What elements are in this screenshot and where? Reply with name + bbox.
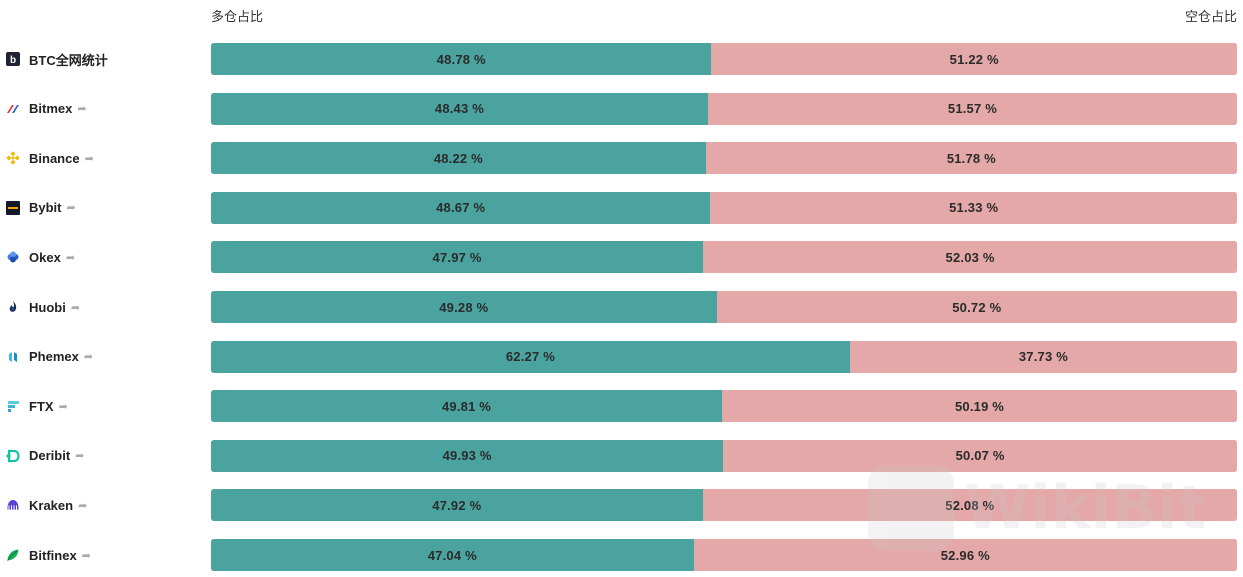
bybit-icon [6, 200, 20, 215]
share-link-icon[interactable]: ➦ [78, 498, 88, 512]
ratio-bar: 49.93 % 50.07 % [211, 439, 1237, 472]
exchange-row: FTX ➦ 49.81 % 50.19 % [0, 390, 1243, 423]
ftx-icon [6, 399, 20, 413]
ratio-bar: 47.97 % 52.03 % [211, 241, 1237, 274]
kraken-icon [6, 498, 20, 512]
short-ratio-segment: 50.72 % [716, 291, 1237, 323]
short-ratio-segment: 37.73 % [849, 340, 1237, 373]
share-link-icon[interactable]: ➦ [77, 102, 87, 116]
short-ratio-header: 空仓占比 [1184, 10, 1237, 25]
long-ratio-segment: 47.92 % [211, 489, 703, 522]
long-ratio-segment: 47.04 % [211, 539, 694, 571]
long-ratio-segment: 49.28 % [211, 291, 717, 323]
short-ratio-segment: 52.03 % [703, 241, 1237, 274]
exchange-name: Kraken [29, 497, 74, 513]
exchange-name: FTX [29, 398, 54, 414]
long-ratio-segment: 48.22 % [211, 142, 706, 175]
exchange-label[interactable]: Bitmex ➦ [6, 93, 87, 125]
exchange-label[interactable]: Bitfinex ➦ [6, 539, 91, 571]
short-ratio-segment: 51.33 % [710, 191, 1237, 224]
long-ratio-header: 多仓占比 [211, 10, 264, 25]
exchange-row: Bitfinex ➦ 47.04 % 52.96 % [0, 539, 1243, 571]
exchange-row: Phemex ➦ 62.27 % 37.73 % [0, 340, 1243, 373]
exchange-label[interactable]: Okex ➦ [6, 241, 75, 273]
short-ratio-segment: 51.22 % [711, 43, 1237, 75]
exchange-row: Okex ➦ 47.97 % 52.03 % [0, 241, 1243, 274]
bitmex-icon [6, 102, 20, 116]
long-ratio-segment: 62.27 % [211, 340, 850, 373]
share-link-icon[interactable]: ➦ [66, 201, 76, 215]
exchange-label: b BTC全网统计 [6, 43, 108, 75]
share-link-icon[interactable]: ➦ [84, 151, 94, 165]
deribit-icon [6, 449, 20, 463]
share-link-icon[interactable]: ➦ [70, 300, 81, 314]
exchange-row: Bitmex ➦ 48.43 % 51.57 % [0, 92, 1243, 125]
exchange-row: Huobi ➦ 49.28 % 50.72 % [0, 291, 1243, 323]
exchange-row: Deribit ➦ 49.93 % 50.07 % [0, 439, 1243, 472]
long-ratio-segment: 47.97 % [211, 241, 704, 274]
ratio-bar: 47.92 % 52.08 % [211, 489, 1237, 522]
ratio-bar: 49.81 % 50.19 % [211, 390, 1237, 423]
share-link-icon[interactable]: ➦ [75, 449, 85, 463]
long-ratio-segment: 48.67 % [211, 191, 711, 224]
exchange-name: Binance [29, 150, 80, 166]
huobi-icon [6, 300, 20, 314]
short-ratio-segment: 52.08 % [702, 489, 1237, 522]
svg-text:b: b [10, 55, 16, 66]
exchange-label[interactable]: Bybit ➦ [6, 192, 76, 224]
ratio-bar: 62.27 % 37.73 % [211, 340, 1237, 373]
binance-icon [6, 151, 20, 165]
exchange-name: Phemex [29, 349, 79, 365]
short-ratio-segment: 50.19 % [722, 390, 1237, 423]
short-ratio-segment: 50.07 % [723, 439, 1237, 472]
long-ratio-segment: 48.78 % [211, 43, 712, 75]
exchange-name: Bybit [29, 200, 62, 216]
exchange-name: Huobi [29, 299, 66, 315]
exchange-label[interactable]: Binance ➦ [6, 142, 94, 174]
exchange-label[interactable]: Kraken ➦ [6, 489, 87, 521]
exchange-row: b BTC全网统计 48.78 % 51.22 % [0, 43, 1243, 75]
exchange-name: BTC全网统计 [29, 52, 108, 68]
share-link-icon[interactable]: ➦ [58, 399, 68, 413]
ratio-bar: 48.78 % 51.22 % [211, 43, 1237, 75]
exchange-name: Okex [29, 249, 61, 265]
exchange-row: Binance ➦ 48.22 % 51.78 % [0, 142, 1243, 175]
btc-b-icon: b [6, 52, 20, 66]
exchange-row: Kraken ➦ 47.92 % 52.08 % [0, 489, 1243, 522]
okex-icon [6, 250, 20, 264]
ratio-bar: 48.67 % 51.33 % [211, 191, 1237, 224]
exchange-name: Deribit [29, 448, 71, 464]
long-ratio-segment: 48.43 % [211, 92, 708, 125]
exchange-name: Bitfinex [29, 547, 77, 563]
exchange-label[interactable]: Deribit ➦ [6, 440, 84, 472]
ratio-bar: 49.28 % 50.72 % [211, 291, 1237, 323]
bitfinex-icon [6, 548, 20, 562]
ratio-bar: 48.22 % 51.78 % [211, 142, 1237, 175]
share-link-icon[interactable]: ➦ [83, 350, 94, 364]
ratio-bar: 48.43 % 51.57 % [211, 92, 1237, 125]
short-ratio-segment: 51.57 % [707, 92, 1237, 125]
exchange-name: Bitmex [29, 101, 73, 117]
long-ratio-segment: 49.93 % [211, 439, 724, 472]
exchange-label[interactable]: Phemex ➦ [6, 341, 93, 373]
exchange-row: Bybit ➦ 48.67 % 51.33 % [0, 191, 1243, 224]
ratio-bar: 47.04 % 52.96 % [211, 539, 1237, 571]
long-ratio-segment: 49.81 % [211, 390, 723, 423]
phemex-icon [6, 350, 20, 364]
share-link-icon[interactable]: ➦ [81, 548, 91, 562]
share-link-icon[interactable]: ➦ [65, 250, 76, 264]
exchange-label[interactable]: FTX ➦ [6, 390, 68, 422]
exchange-label[interactable]: Huobi ➦ [6, 291, 80, 323]
short-ratio-segment: 51.78 % [705, 142, 1237, 175]
short-ratio-segment: 52.96 % [693, 539, 1237, 571]
